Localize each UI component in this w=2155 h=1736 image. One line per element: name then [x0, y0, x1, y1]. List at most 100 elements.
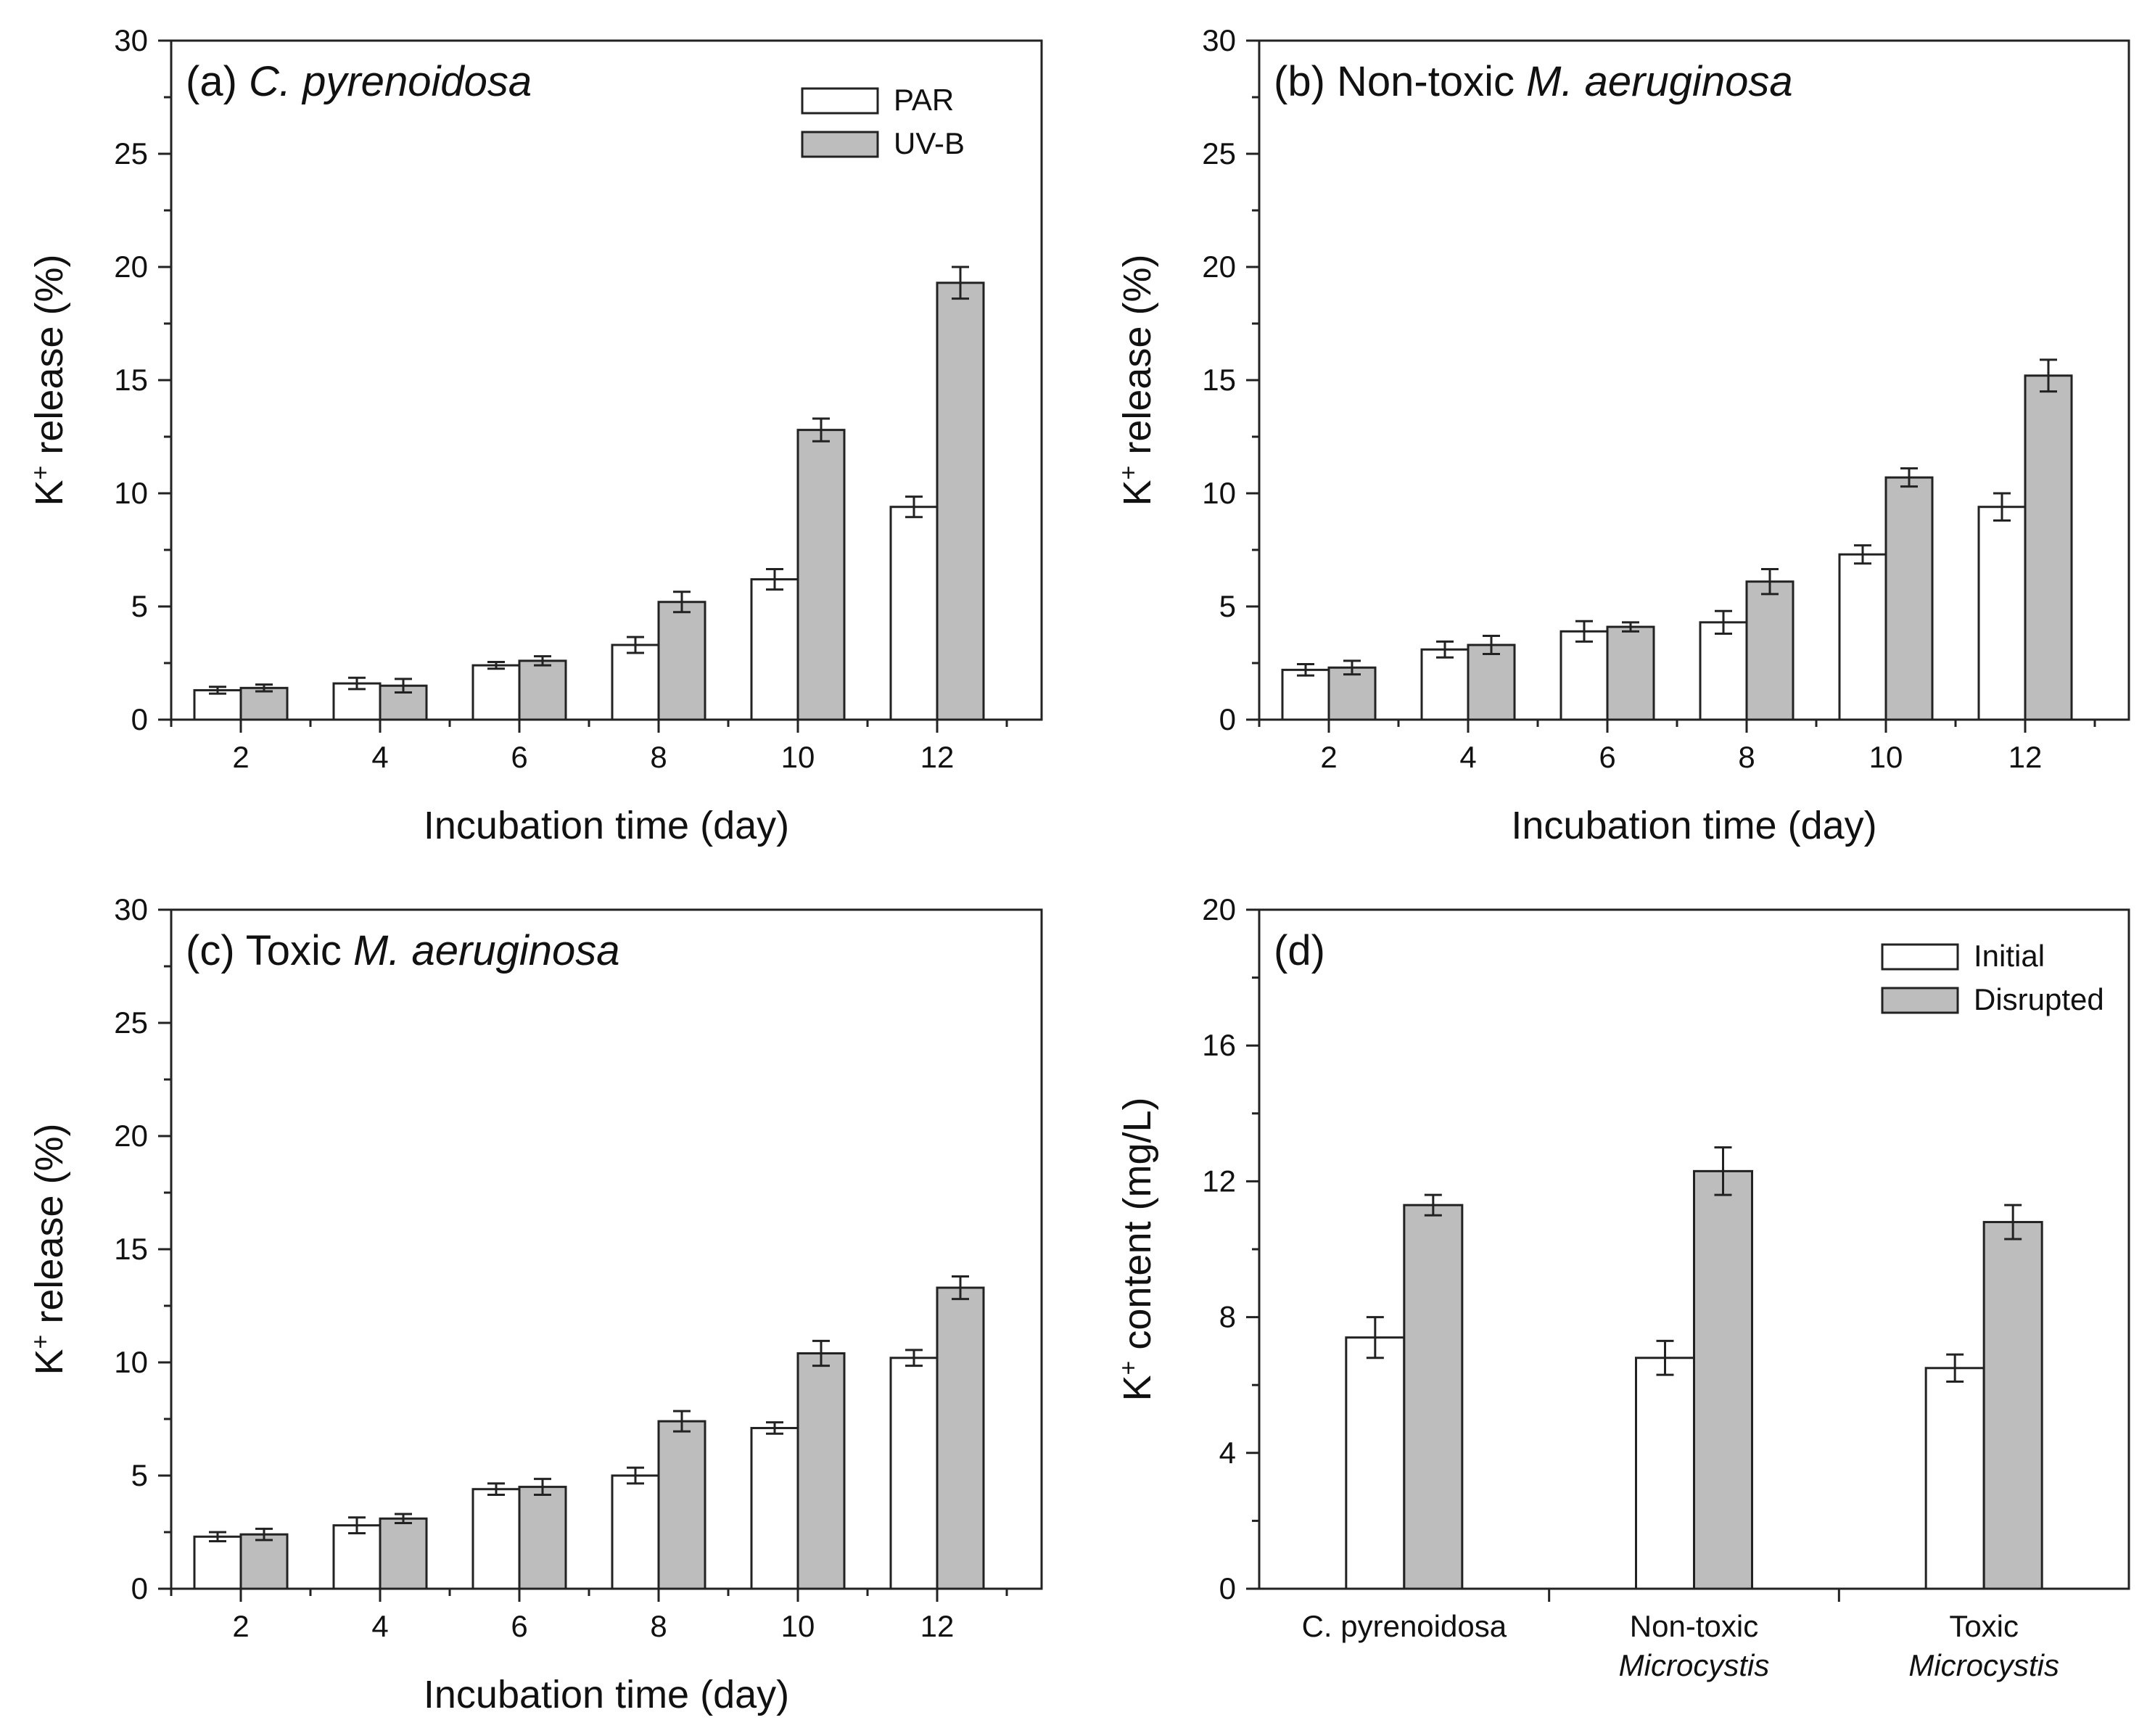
legend-label: UV-B — [894, 126, 965, 160]
legend-label: Disrupted — [1974, 982, 2104, 1016]
bar-par — [332, 1524, 382, 1590]
bar-uv-b — [936, 1286, 985, 1590]
error-bar — [209, 686, 226, 695]
bar-par — [750, 1426, 799, 1590]
bar-uv-b — [1327, 666, 1377, 721]
x-tick-label-line2: Microcystis — [1908, 1648, 2059, 1682]
bar-uv-b — [796, 429, 846, 721]
legend-label: PAR — [894, 83, 954, 117]
y-tick-label: 25 — [1202, 136, 1236, 170]
bar-disrupted — [1982, 1221, 2043, 1590]
x-axis-label: Incubation time (day) — [424, 1673, 789, 1716]
legend-swatch — [801, 131, 879, 158]
bar-par — [1281, 668, 1330, 721]
y-tick-label: 10 — [114, 1345, 148, 1379]
error-bar — [952, 1275, 969, 1301]
legend-swatch — [1881, 943, 1959, 971]
y-tick-label: 0 — [1219, 1571, 1236, 1605]
error-bar — [1715, 609, 1732, 635]
bar-initial — [1635, 1357, 1695, 1590]
error-bar — [1854, 544, 1871, 565]
error-bar — [209, 1531, 226, 1542]
bar-uv-b — [1467, 643, 1516, 721]
y-tick-label: 20 — [114, 250, 148, 284]
x-tick-label: 8 — [650, 1609, 667, 1643]
error-bar — [487, 1482, 505, 1497]
legend-swatch — [1881, 987, 1959, 1014]
y-axis-label: K+ release (%) — [27, 255, 71, 506]
x-tick-label: 12 — [920, 1609, 955, 1643]
x-axis-label: Incubation time (day) — [424, 804, 789, 847]
bar-disrupted — [1403, 1204, 1464, 1590]
legend: PAR UV-B — [801, 83, 965, 160]
x-tick-label: 12 — [2008, 740, 2043, 774]
x-tick-label: Non-toxic — [1630, 1609, 1758, 1643]
error-bar — [534, 1478, 551, 1497]
bar-uv-b — [379, 1517, 428, 1590]
bar-disrupted — [1693, 1169, 1753, 1590]
bar-uv-b — [796, 1352, 846, 1590]
error-bar — [534, 655, 551, 667]
bar-par — [1977, 506, 2027, 721]
bar-par — [889, 1357, 939, 1590]
bar-par — [471, 664, 521, 721]
y-tick-label: 16 — [1202, 1028, 1236, 1062]
panel-title: (d) — [1274, 927, 1325, 974]
y-tick-label: 8 — [1219, 1300, 1236, 1334]
error-bar — [1993, 492, 2011, 522]
bar-par — [193, 688, 242, 721]
y-tick-label: 0 — [131, 1571, 148, 1605]
error-bar — [1436, 640, 1454, 659]
error-bar — [395, 1513, 412, 1525]
bar-uv-b — [239, 686, 289, 721]
bar-uv-b — [239, 1533, 289, 1590]
error-bar — [1946, 1353, 1964, 1383]
error-bar — [766, 568, 783, 591]
error-bar — [627, 1466, 644, 1485]
bar-uv-b — [657, 1420, 706, 1590]
error-bar — [395, 678, 412, 694]
x-tick-label: 12 — [920, 740, 955, 774]
bar-par — [1699, 621, 1748, 721]
error-bar — [1575, 620, 1593, 643]
error-bar — [1714, 1146, 1732, 1196]
panel-title: (a) C. pyrenoidosa — [186, 58, 532, 105]
y-tick-label: 10 — [114, 476, 148, 510]
chart-panel-d: 0 4 8 12 16 20 K+ content (mg/L) C. pyrenoidosa… — [1115, 892, 2130, 1682]
y-axis-label: K+ release (%) — [27, 1124, 71, 1375]
legend-swatch — [801, 87, 879, 115]
x-tick-label: C. pyrenoidosa — [1302, 1609, 1507, 1643]
bar-par — [1559, 630, 1609, 721]
y-tick-label: 25 — [114, 1005, 148, 1040]
error-bar — [1366, 1316, 1384, 1359]
error-bar — [348, 676, 366, 691]
y-tick-label: 20 — [1202, 892, 1236, 926]
y-tick-label: 10 — [1202, 476, 1236, 510]
y-tick-label: 0 — [131, 702, 148, 736]
error-bar — [673, 1410, 691, 1433]
error-bar — [812, 1339, 830, 1367]
y-tick-label: 15 — [114, 363, 148, 397]
x-tick-label: Toxic — [1949, 1609, 2019, 1643]
bar-uv-b — [936, 281, 985, 721]
x-tick-label: 2 — [232, 740, 249, 774]
x-tick-label: 4 — [371, 740, 388, 774]
y-tick-label: 15 — [114, 1232, 148, 1266]
x-axis-label: Incubation time (day) — [1511, 804, 1876, 847]
y-tick-label: 15 — [1202, 363, 1236, 397]
y-tick-label: 30 — [114, 892, 148, 926]
bar-par — [1838, 553, 1887, 721]
error-bar — [2004, 1204, 2022, 1241]
error-bar — [766, 1421, 783, 1435]
error-bar — [627, 635, 644, 654]
bar-par — [1420, 648, 1470, 721]
x-tick-label: 10 — [781, 1609, 815, 1643]
error-bar — [905, 495, 923, 519]
error-bar — [673, 591, 691, 614]
bar-uv-b — [518, 1486, 567, 1590]
y-tick-label: 5 — [131, 589, 148, 623]
y-tick-label: 30 — [1202, 23, 1236, 57]
error-bar — [348, 1516, 366, 1535]
bar-par — [750, 578, 799, 721]
error-bar — [255, 683, 273, 693]
